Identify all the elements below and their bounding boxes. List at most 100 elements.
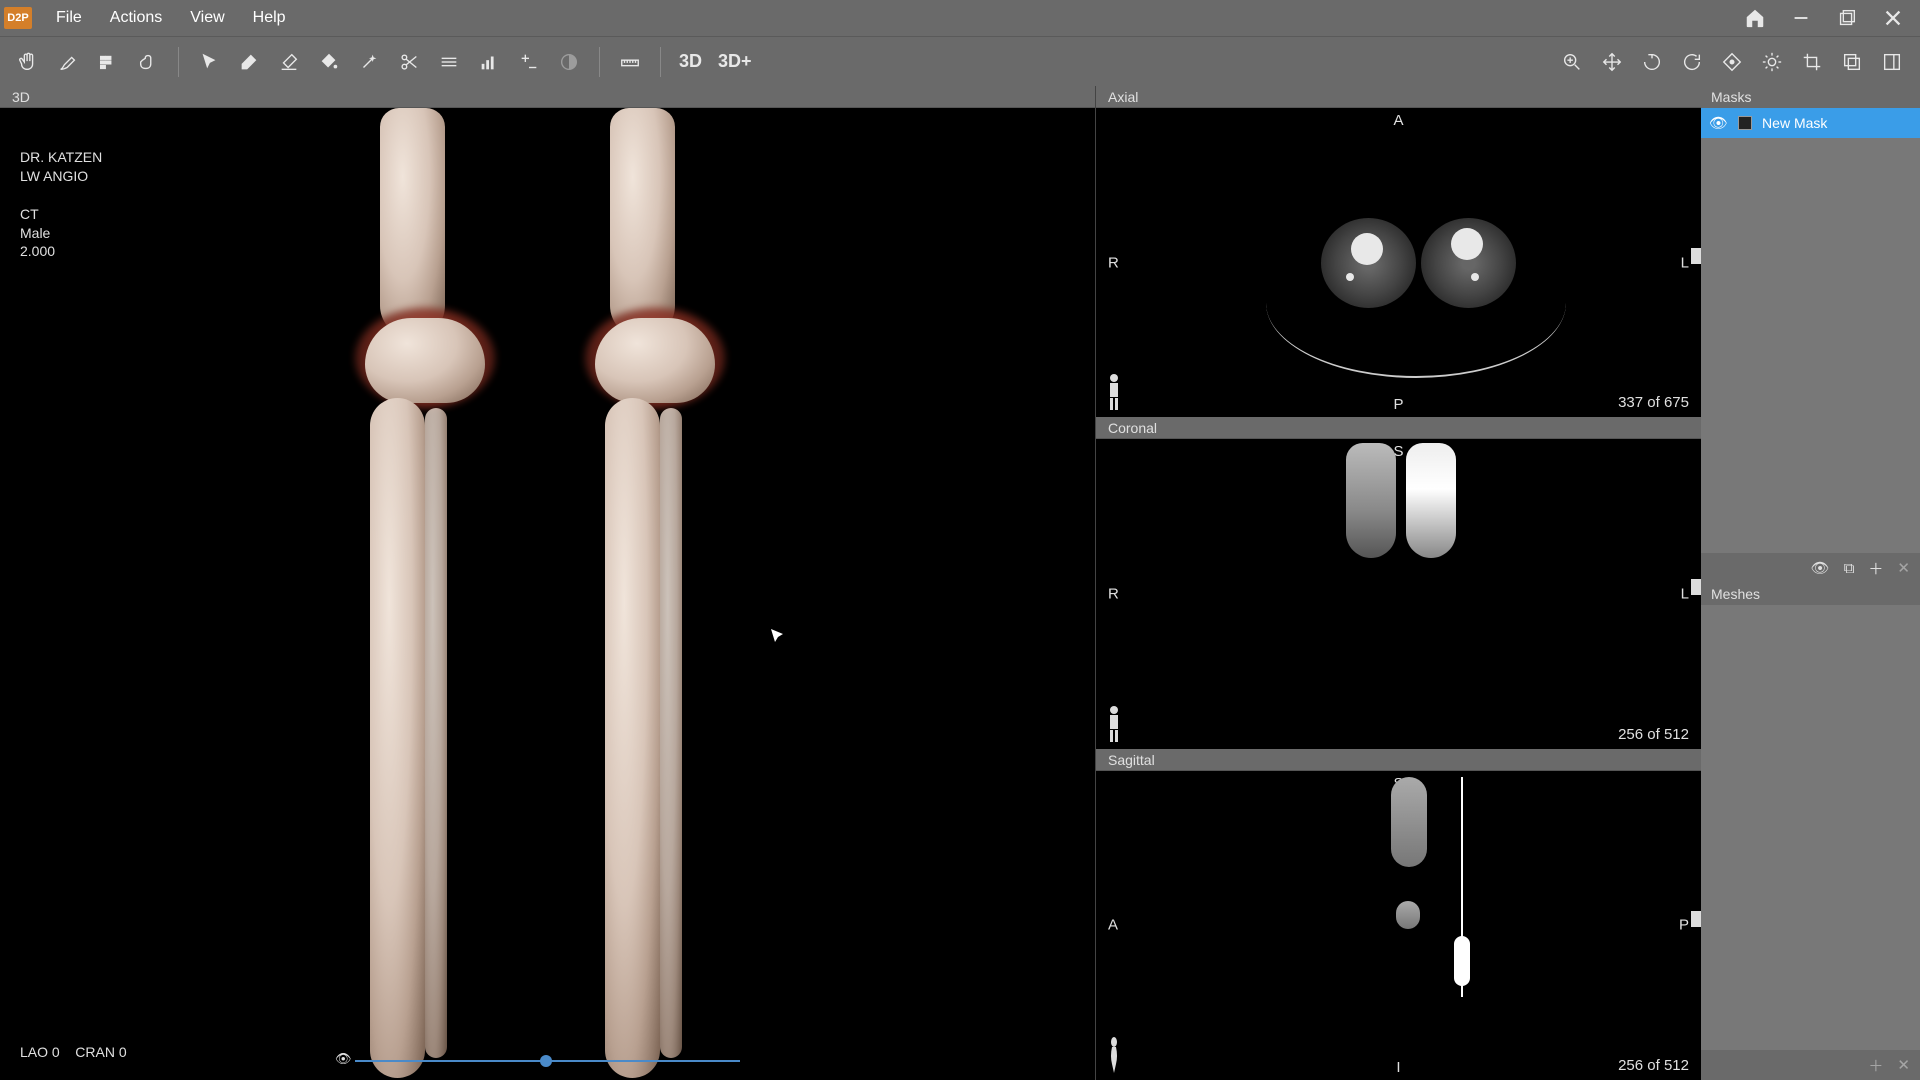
masks-header: Masks — [1701, 86, 1920, 108]
wand-icon — [358, 51, 380, 73]
eraser-icon — [278, 51, 300, 73]
menu-help[interactable]: Help — [239, 0, 300, 36]
app-logo: D2P — [4, 7, 32, 29]
cursor-icon — [770, 628, 786, 644]
fill-icon — [318, 51, 340, 73]
axial-count: 337 of 675 — [1618, 394, 1689, 411]
tool-crop[interactable] — [1792, 42, 1832, 82]
brightness-icon — [1761, 51, 1783, 73]
tool-rotate[interactable] — [1632, 42, 1672, 82]
coronal-scroll-indicator[interactable] — [1691, 579, 1701, 595]
titlebar: D2P File Actions View Help — [0, 0, 1920, 36]
contrast-icon — [558, 51, 580, 73]
patient-thickness: 2.000 — [20, 242, 102, 261]
meshes-delete-button[interactable]: ✕ — [1897, 1056, 1910, 1074]
coronal-view: Coronal S R L 256 of 512 — [1095, 417, 1701, 748]
tool-paint[interactable] — [229, 42, 269, 82]
viewport-3d[interactable]: DR. KATZEN LW ANGIO CT Male 2.000 — [0, 108, 1095, 1080]
right-panel: Masks 👁 New Mask 👁 ⧉ ＋ ✕ Meshes ＋ ✕ — [1701, 86, 1920, 1080]
minimize-button[interactable] — [1778, 0, 1824, 36]
layout-icon — [1881, 51, 1903, 73]
maximize-icon — [1836, 7, 1858, 29]
tool-plusminus[interactable] — [509, 42, 549, 82]
tool-threshold[interactable] — [429, 42, 469, 82]
masks-duplicate-button[interactable]: ⧉ — [1844, 560, 1855, 577]
maximize-button[interactable] — [1824, 0, 1870, 36]
tool-measure[interactable] — [610, 42, 650, 82]
mask-color-swatch[interactable] — [1738, 116, 1752, 130]
segment-icon — [97, 51, 119, 73]
threshold-icon — [438, 51, 460, 73]
move-icon — [1601, 51, 1623, 73]
tool-move[interactable] — [1592, 42, 1632, 82]
axial-viewport[interactable]: A R L P 337 of 675 — [1096, 108, 1701, 417]
tool-eraser[interactable] — [269, 42, 309, 82]
orientation-cran: CRAN 0 — [75, 1044, 126, 1060]
axial-right-label: L — [1681, 254, 1689, 271]
pointer-icon — [198, 51, 220, 73]
coronal-orientation-icon — [1104, 705, 1124, 743]
main-area: 3D DR. KATZEN LW ANGIO CT Male 2.000 — [0, 86, 1920, 1080]
home-button[interactable] — [1732, 0, 1778, 36]
tool-scissors[interactable] — [389, 42, 429, 82]
plusminus-icon — [518, 51, 540, 73]
toolbar-separator — [660, 47, 661, 77]
toolbar-separator — [178, 47, 179, 77]
zoom-icon — [1561, 51, 1583, 73]
sagittal-orientation-icon — [1104, 1036, 1124, 1074]
menu-file[interactable]: File — [42, 0, 96, 36]
mask-visibility-icon[interactable]: 👁 — [1709, 114, 1728, 132]
axial-view: Axial A R L P 337 of 675 — [1095, 86, 1701, 417]
coronal-header: Coronal — [1096, 417, 1701, 439]
masks-visibility-button[interactable]: 👁 — [1811, 559, 1830, 577]
patient-line1: DR. KATZEN — [20, 148, 102, 167]
tool-copy[interactable] — [1832, 42, 1872, 82]
masks-add-button[interactable]: ＋ — [1868, 558, 1883, 579]
tool-brightness[interactable] — [1752, 42, 1792, 82]
minimize-icon — [1790, 7, 1812, 29]
axial-header: Axial — [1096, 86, 1701, 108]
meshes-header: Meshes — [1701, 583, 1920, 605]
axial-bottom-label: P — [1393, 396, 1403, 413]
meshes-add-button[interactable]: ＋ — [1868, 1055, 1883, 1076]
mask-item[interactable]: 👁 New Mask — [1701, 108, 1920, 138]
center-icon — [1721, 51, 1743, 73]
sagittal-viewport[interactable]: S A P I 256 of 512 — [1096, 771, 1701, 1080]
tool-center[interactable] — [1712, 42, 1752, 82]
meshes-toolstrip: ＋ ✕ — [1701, 1050, 1920, 1080]
tool-grab[interactable] — [128, 42, 168, 82]
masks-list: 👁 New Mask — [1701, 108, 1920, 553]
menu-actions[interactable]: Actions — [96, 0, 176, 36]
home-icon — [1744, 7, 1766, 29]
axial-scroll-indicator[interactable] — [1691, 248, 1701, 264]
tool-brush[interactable] — [48, 42, 88, 82]
coronal-right-label: L — [1681, 585, 1689, 602]
tool-histogram[interactable] — [469, 42, 509, 82]
patient-info: DR. KATZEN LW ANGIO CT Male 2.000 — [20, 148, 102, 261]
tool-layout[interactable] — [1872, 42, 1912, 82]
tool-refresh[interactable] — [1672, 42, 1712, 82]
close-button[interactable] — [1870, 0, 1916, 36]
tool-pointer[interactable] — [189, 42, 229, 82]
tool-segment[interactable] — [88, 42, 128, 82]
copy-icon — [1841, 51, 1863, 73]
coronal-viewport[interactable]: S R L 256 of 512 — [1096, 439, 1701, 748]
brush-icon — [57, 51, 79, 73]
tool-zoom[interactable] — [1552, 42, 1592, 82]
sagittal-view: Sagittal S A P I 256 of 512 — [1095, 749, 1701, 1080]
bone-render — [350, 108, 760, 1080]
masks-toolstrip: 👁 ⧉ ＋ ✕ — [1701, 553, 1920, 583]
masks-delete-button[interactable]: ✕ — [1897, 559, 1910, 577]
tool-wand[interactable] — [349, 42, 389, 82]
tool-fill[interactable] — [309, 42, 349, 82]
hand-icon — [17, 51, 39, 73]
slider-3d[interactable] — [355, 1060, 740, 1062]
view-3dplus-button[interactable]: 3D+ — [710, 42, 760, 82]
toolbar-separator — [599, 47, 600, 77]
tool-pan[interactable] — [8, 42, 48, 82]
axial-orientation-icon — [1104, 373, 1124, 411]
menu-view[interactable]: View — [176, 0, 238, 36]
sagittal-scroll-indicator[interactable] — [1691, 911, 1701, 927]
view-3d-button[interactable]: 3D — [671, 42, 710, 82]
sagittal-header: Sagittal — [1096, 749, 1701, 771]
